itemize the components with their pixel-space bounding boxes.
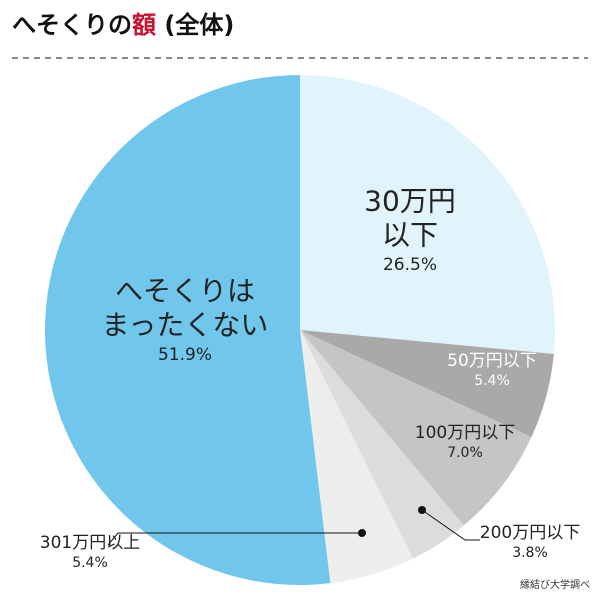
slice-label: 50万円以下 [447,351,537,371]
slice-label: まったくない [102,308,269,341]
title-part: (全体) [156,11,234,39]
title-part: 額 [132,11,156,39]
slice-label: 301万円以上 [40,533,140,553]
leader-line [107,532,362,546]
slice [300,330,532,526]
value-label: 7.0% [447,445,483,461]
source: 縁結び大学調べ [520,578,590,591]
value-label: 5.4% [474,373,510,389]
value-label: 51.9% [158,345,212,365]
leader-line [421,509,480,541]
value-label: 3.8% [512,545,548,561]
slices [45,75,555,585]
title-part: へそくりの [12,11,132,39]
slice [300,330,464,559]
value-label: 5.4% [72,555,108,571]
slice-label: へそくりは [115,275,255,308]
slice [300,330,413,584]
chart-title: へそくりの額 (全体) [12,11,234,39]
slice [300,75,555,354]
value-label: 26.5% [383,255,437,275]
slice-label: 以下 [382,218,438,251]
slice-label: 30万円 [364,185,456,218]
slice-label: 200万円以下 [480,523,580,543]
slice [300,330,554,438]
slice-label: 100万円以下 [415,423,515,443]
slice [45,75,331,585]
